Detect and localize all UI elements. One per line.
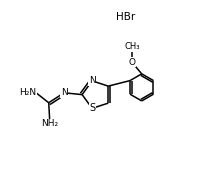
Text: O: O xyxy=(128,58,135,67)
Text: N: N xyxy=(61,88,68,97)
Text: H₂N: H₂N xyxy=(19,88,36,97)
Text: NH₂: NH₂ xyxy=(41,119,58,128)
Text: S: S xyxy=(89,103,95,113)
Text: CH₃: CH₃ xyxy=(124,42,140,51)
Text: N: N xyxy=(89,76,95,85)
Text: HBr: HBr xyxy=(116,12,135,22)
